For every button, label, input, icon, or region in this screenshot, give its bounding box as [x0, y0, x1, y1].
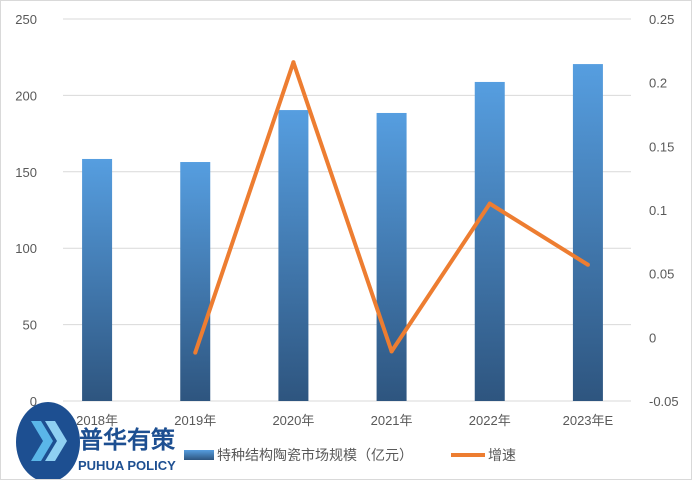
- y-left-tick-label: 0: [30, 394, 37, 409]
- y-left-tick-label: 50: [23, 318, 37, 333]
- bar-2020年: [278, 110, 309, 402]
- x-tick-label: 2023年E: [563, 413, 614, 428]
- x-tick-label: 2020年: [272, 413, 314, 428]
- y-right-tick-label: 0.05: [649, 267, 674, 282]
- y-right-tick-label: 0.1: [649, 203, 667, 218]
- x-tick-label: 2021年: [371, 413, 413, 428]
- growth-point-2020年: [291, 60, 296, 65]
- growth-point-2023年E: [585, 262, 590, 267]
- growth-point-2022年: [487, 201, 492, 206]
- bar-2023年E: [572, 64, 603, 402]
- y-right-tick-label: 0.2: [649, 76, 667, 91]
- y-right-tick-label: -0.05: [649, 394, 679, 409]
- y-left-tick-label: 150: [15, 165, 37, 180]
- svg-text:PUHUA POLICY: PUHUA POLICY: [78, 458, 176, 473]
- x-tick-label: 2019年: [174, 413, 216, 428]
- legend: 特种结构陶瓷市场规模（亿元） 增速: [184, 447, 516, 463]
- y-left-tick-label: 100: [15, 241, 37, 256]
- y-left-tick-label: 250: [15, 12, 37, 27]
- y-right-tick-label: 0.15: [649, 139, 674, 154]
- bar-2021年: [376, 112, 407, 402]
- bar-2019年: [180, 162, 211, 401]
- y-right-tick-label: 0.25: [649, 12, 674, 27]
- x-tick-label: 2022年: [469, 413, 511, 428]
- growth-point-2021年: [389, 349, 394, 354]
- puhua-policy-logo: 普华有策 PUHUA POLICY: [16, 402, 176, 479]
- legend-line-label: 增速: [488, 447, 516, 463]
- legend-bar-swatch: [184, 450, 214, 460]
- svg-text:普华有策: 普华有策: [79, 426, 176, 454]
- y-left-tick-label: 200: [15, 88, 37, 103]
- growth-point-2019年: [193, 350, 198, 355]
- bar-2018年: [82, 158, 113, 401]
- x-tick-label: 2018年: [76, 413, 118, 428]
- bar-2022年: [474, 81, 505, 401]
- legend-bar-label: 特种结构陶瓷市场规模（亿元）: [217, 447, 413, 463]
- y-right-tick-label: 0: [649, 330, 656, 345]
